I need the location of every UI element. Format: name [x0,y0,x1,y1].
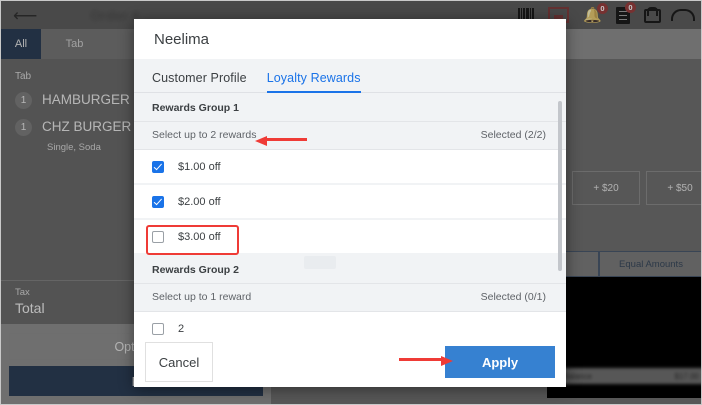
barcode-icon[interactable] [518,7,535,23]
customer-name-title: Neelima [154,30,210,48]
cloud-icon[interactable] [671,9,695,21]
dialog-tabs: Customer Profile Loyalty Rewards [134,59,566,93]
reward-row[interactable]: $2.00 off [134,185,566,218]
tab-customer-profile[interactable]: Customer Profile [152,71,247,85]
balance-strip: Balance $17.00 [557,368,701,384]
order-line-item[interactable]: 1 CHZ BURGER [1,113,271,140]
tab-loyalty-rewards[interactable]: Loyalty Rewards [266,71,367,93]
group-1-selected-count: Selected (2/2) [480,129,546,141]
group-2-selected-count: Selected (0/1) [480,291,546,303]
dialog-header: Neelima [134,19,566,59]
add-20-button[interactable]: + $20 [572,171,640,205]
receipt-preview-area: Balance $17.00 [547,277,701,398]
reward-row[interactable]: 2 [134,312,566,337]
tax-label: Tax [15,287,30,298]
rewards-group-2-heading: Rewards Group 2 [134,255,566,284]
loyalty-rewards-dialog: Neelima Customer Profile Loyalty Rewards… [134,19,566,387]
notification-bell-icon[interactable]: 🔔 0 [583,2,608,23]
reward-label: 2 [178,322,185,335]
segment-tab[interactable]: Tab [65,38,84,50]
reward-row[interactable]: $1.00 off [134,150,566,183]
item-name: CHZ BURGER [42,119,132,134]
reward-row[interactable]: $3.00 off [134,220,566,253]
item-quantity: 1 [15,119,32,136]
rewards-scroll-area[interactable]: Rewards Group 1 Select up to 2 rewards S… [134,93,566,337]
item-modifiers: Single, Soda [47,142,101,153]
segment-all[interactable]: All [1,29,41,59]
checkbox-unchecked-icon[interactable] [152,322,164,335]
scrollbar-thumb[interactable] [558,101,562,271]
scrollbar-track[interactable] [558,95,564,335]
item-name: HAMBURGER [42,92,130,107]
balance-label: Balance [563,371,592,381]
apply-button[interactable]: Apply [445,346,555,378]
group-2-instruction: Select up to 1 reward [152,291,252,303]
orders-badge: 0 [625,1,636,13]
checkbox-checked-icon[interactable] [152,160,164,173]
rewards-group-1-subheader: Select up to 2 rewards Selected (2/2) [134,122,566,150]
checkbox-unchecked-icon[interactable] [152,230,164,243]
lock-icon[interactable] [644,7,661,23]
split-buttons: Equal Amounts [529,251,701,277]
toolbar-icon-group: 🔔 0 0 [518,1,701,29]
rewards-group-1-heading: Rewards Group 1 [134,93,566,122]
add-50-button[interactable]: + $50 [646,171,701,205]
back-arrow-icon[interactable]: ⟵ [13,5,38,25]
reward-label: $1.00 off [178,160,221,173]
cancel-button[interactable]: Cancel [145,342,213,382]
balance-value: $17.00 [674,371,699,381]
order-line-item[interactable]: 1 HAMBURGER [1,86,271,113]
reward-label: $2.00 off [178,195,221,208]
hamburger-menu-icon[interactable] [55,11,72,19]
equal-amounts-button[interactable]: Equal Amounts [599,251,701,277]
orders-document-icon[interactable]: 0 [616,1,636,24]
total-label: Total [15,300,45,316]
rewards-group-2-subheader: Select up to 1 reward Selected (0/1) [134,284,566,312]
checkbox-checked-icon[interactable] [152,195,164,208]
bell-badge: 0 [597,2,608,14]
order-section-label: Tab [15,71,32,82]
group-1-instruction: Select up to 2 rewards [152,129,257,141]
order-title: Order # [90,7,140,23]
reward-label: $3.00 off [178,230,221,243]
item-quantity: 1 [15,92,32,109]
dialog-footer: Cancel Apply [134,337,566,387]
group-2-ghost-element [304,256,336,269]
